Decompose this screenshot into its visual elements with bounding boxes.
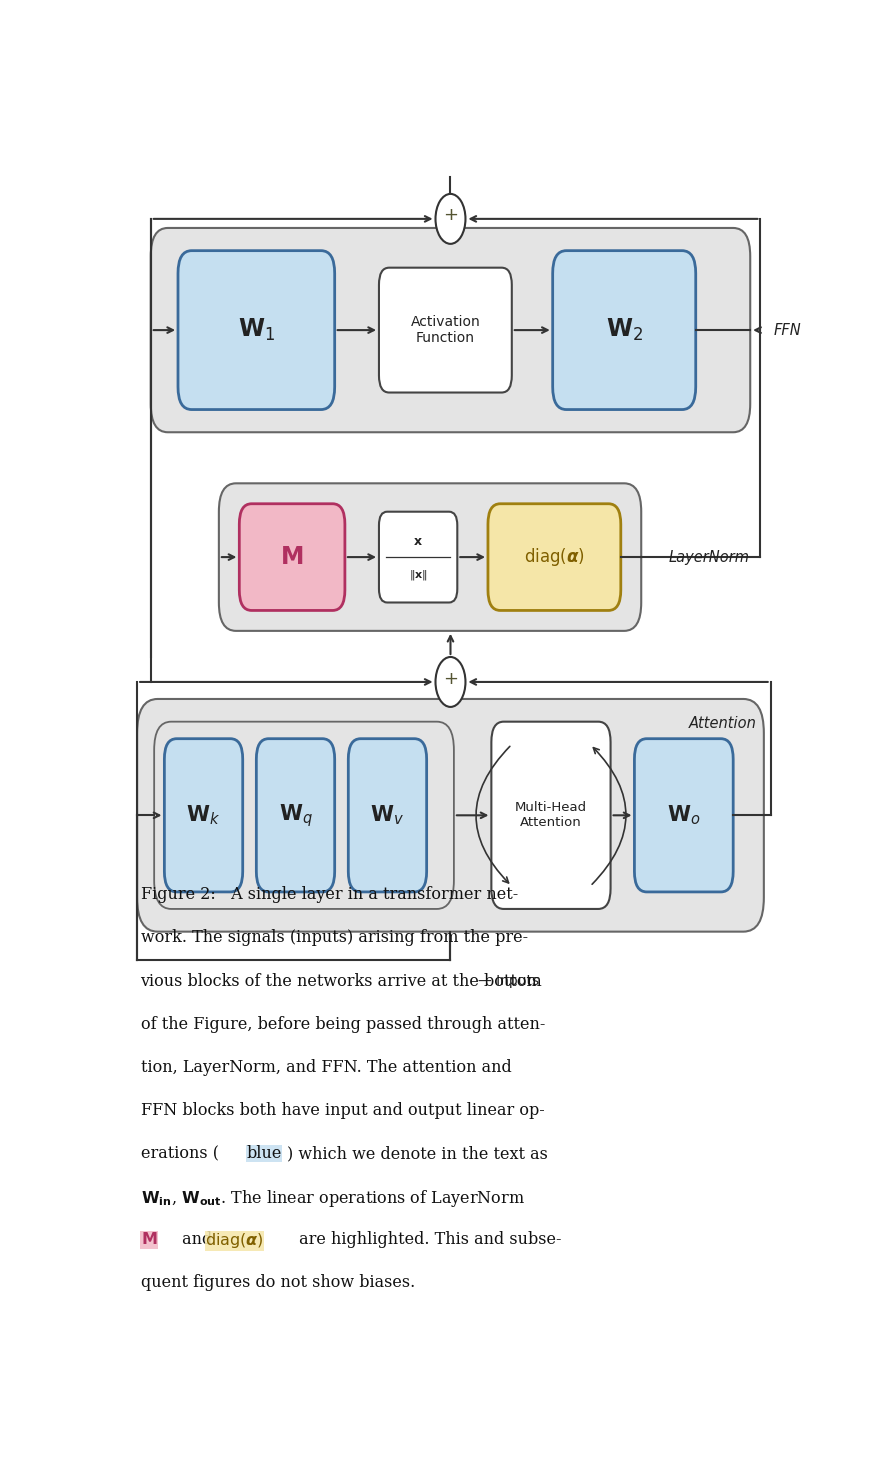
Text: $\mathbf{x}$: $\mathbf{x}$ [413,535,422,548]
Text: $\|\mathbf{x}\|$: $\|\mathbf{x}\|$ [408,569,427,582]
Text: LayerNorm: LayerNorm [667,550,749,565]
Text: $\mathbf{W}_2$: $\mathbf{W}_2$ [605,317,642,343]
FancyBboxPatch shape [256,738,335,892]
FancyBboxPatch shape [151,228,749,432]
FancyBboxPatch shape [487,504,620,610]
Text: quent figures do not show biases.: quent figures do not show biases. [140,1275,414,1291]
Circle shape [435,657,465,708]
Text: Activation
Function: Activation Function [410,315,479,345]
FancyBboxPatch shape [137,699,763,932]
Text: are highlighted. This and subse-: are highlighted. This and subse- [293,1231,561,1248]
FancyBboxPatch shape [239,504,344,610]
FancyBboxPatch shape [491,722,610,909]
Text: $\mathbf{W}_o$: $\mathbf{W}_o$ [666,803,700,827]
Text: erations (: erations ( [140,1145,219,1162]
Text: $\mathbf{M}$: $\mathbf{M}$ [280,545,304,569]
Text: blue: blue [246,1145,281,1162]
Text: — Inputs: — Inputs [478,974,538,988]
Text: $\mathrm{diag}(\boldsymbol{\alpha})$: $\mathrm{diag}(\boldsymbol{\alpha})$ [205,1231,263,1250]
Text: work. The signals (inputs) arising from the pre-: work. The signals (inputs) arising from … [140,930,527,946]
FancyBboxPatch shape [164,738,242,892]
FancyBboxPatch shape [634,738,732,892]
Text: vious blocks of the networks arrive at the bottom: vious blocks of the networks arrive at t… [140,973,542,989]
Text: +: + [443,669,457,687]
Circle shape [435,195,465,243]
Text: $\mathbf{W}_q$: $\mathbf{W}_q$ [278,802,313,828]
Text: and: and [177,1231,218,1248]
FancyBboxPatch shape [154,722,453,909]
Text: $\mathbf{W}_{\mathbf{in}}$, $\mathbf{W}_{\mathbf{out}}$. The linear operations o: $\mathbf{W}_{\mathbf{in}}$, $\mathbf{W}_… [140,1188,524,1209]
Text: Attention: Attention [688,716,756,731]
Text: FFN: FFN [774,323,801,338]
FancyBboxPatch shape [378,511,457,603]
FancyBboxPatch shape [219,483,640,631]
FancyBboxPatch shape [177,251,335,410]
Text: of the Figure, before being passed through atten-: of the Figure, before being passed throu… [140,1016,544,1033]
Text: Multi-Head
Attention: Multi-Head Attention [515,802,587,830]
FancyBboxPatch shape [552,251,695,410]
Text: $\mathbf{W}_v$: $\mathbf{W}_v$ [370,803,404,827]
Text: $\mathbf{W}_k$: $\mathbf{W}_k$ [186,803,220,827]
Text: FFN blocks both have input and output linear op-: FFN blocks both have input and output li… [140,1103,543,1119]
Text: $\mathbf{W}_1$: $\mathbf{W}_1$ [237,317,275,343]
Text: Figure 2:   A single layer in a transformer net-: Figure 2: A single layer in a transforme… [140,886,517,904]
FancyBboxPatch shape [348,738,426,892]
Text: tion, LayerNorm, and FFN. The attention and: tion, LayerNorm, and FFN. The attention … [140,1058,511,1076]
Text: +: + [443,206,457,224]
FancyBboxPatch shape [378,268,511,392]
Text: $\mathbf{M}$: $\mathbf{M}$ [140,1231,157,1248]
Text: $\mathrm{diag}(\boldsymbol{\alpha})$: $\mathrm{diag}(\boldsymbol{\alpha})$ [523,545,584,567]
Text: ) which we denote in the text as: ) which we denote in the text as [286,1145,547,1162]
